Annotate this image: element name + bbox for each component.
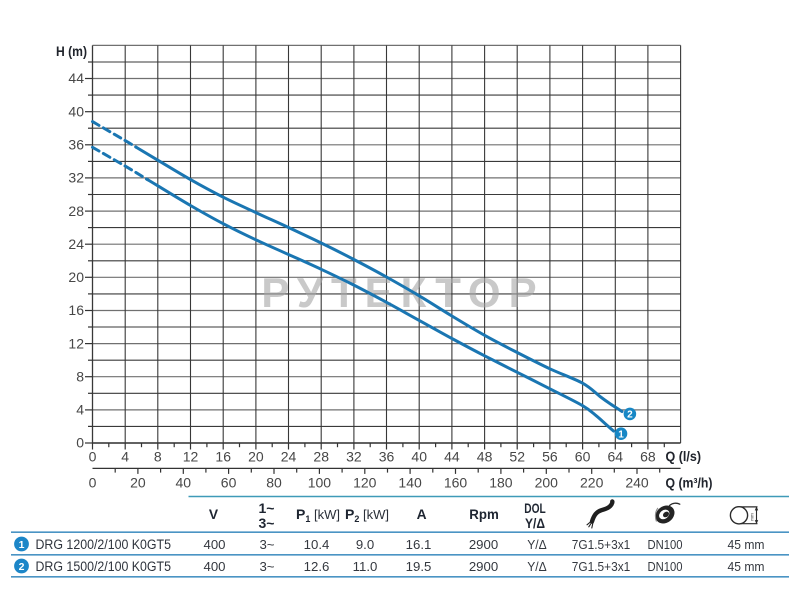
- svg-text:20: 20: [248, 448, 264, 464]
- svg-text:64: 64: [608, 448, 624, 464]
- svg-text:16: 16: [68, 302, 84, 318]
- svg-text:16: 16: [215, 448, 231, 464]
- svg-text:48: 48: [477, 448, 493, 464]
- svg-text:Rpm: Rpm: [469, 507, 499, 522]
- svg-text:28: 28: [68, 203, 84, 219]
- svg-text:52: 52: [509, 448, 525, 464]
- svg-text:140: 140: [398, 474, 422, 490]
- svg-text:32: 32: [68, 170, 84, 186]
- svg-text:180: 180: [489, 474, 513, 490]
- svg-text:12: 12: [68, 335, 84, 351]
- svg-text:20: 20: [130, 474, 146, 490]
- svg-text:mm: mm: [750, 513, 755, 521]
- svg-text:28: 28: [313, 448, 329, 464]
- svg-text:Q (m³/h): Q (m³/h): [666, 475, 713, 490]
- svg-text:36: 36: [379, 448, 395, 464]
- svg-text:Y/Δ: Y/Δ: [527, 537, 547, 552]
- svg-text:220: 220: [580, 474, 604, 490]
- svg-text:1: 1: [618, 429, 624, 440]
- svg-text:DOL: DOL: [524, 501, 546, 516]
- svg-text:68: 68: [640, 448, 656, 464]
- svg-text:DRG 1500/2/100 K0GT5: DRG 1500/2/100 K0GT5: [36, 559, 172, 574]
- svg-text:44: 44: [68, 70, 84, 86]
- svg-text:80: 80: [266, 474, 282, 490]
- svg-text:12.6: 12.6: [304, 559, 330, 574]
- svg-text:7G1.5+3x1: 7G1.5+3x1: [572, 559, 631, 574]
- svg-text:DN100: DN100: [648, 559, 683, 574]
- svg-text:24: 24: [68, 236, 84, 252]
- svg-text:P2 [kW]: P2 [kW]: [345, 506, 389, 524]
- svg-text:Y/Δ: Y/Δ: [525, 516, 545, 531]
- svg-text:0: 0: [89, 474, 97, 490]
- svg-text:4: 4: [121, 448, 129, 464]
- svg-text:2: 2: [627, 410, 633, 421]
- svg-text:20: 20: [68, 269, 84, 285]
- svg-text:DRG 1200/2/100 K0GT5: DRG 1200/2/100 K0GT5: [36, 537, 172, 552]
- svg-text:2900: 2900: [469, 559, 498, 574]
- svg-text:100: 100: [308, 474, 332, 490]
- svg-text:7G1.5+3x1: 7G1.5+3x1: [572, 537, 631, 552]
- svg-text:8: 8: [154, 448, 162, 464]
- svg-text:10.4: 10.4: [304, 537, 330, 552]
- svg-text:3~: 3~: [259, 515, 275, 531]
- svg-text:0: 0: [89, 448, 97, 464]
- svg-text:9.0: 9.0: [356, 537, 374, 552]
- svg-text:4: 4: [76, 402, 84, 418]
- svg-text:32: 32: [346, 448, 362, 464]
- svg-text:60: 60: [575, 448, 591, 464]
- svg-text:V: V: [209, 507, 219, 522]
- svg-text:160: 160: [444, 474, 468, 490]
- svg-text:12: 12: [183, 448, 199, 464]
- svg-text:19.5: 19.5: [406, 559, 432, 574]
- svg-text:2: 2: [19, 561, 25, 573]
- svg-text:120: 120: [353, 474, 377, 490]
- svg-text:44: 44: [444, 448, 460, 464]
- svg-text:2900: 2900: [469, 537, 498, 552]
- svg-text:400: 400: [203, 559, 225, 574]
- svg-text:A: A: [417, 507, 427, 522]
- svg-text:45 mm: 45 mm: [728, 537, 765, 552]
- svg-text:24: 24: [281, 448, 297, 464]
- svg-text:1~: 1~: [259, 500, 275, 516]
- svg-text:40: 40: [68, 103, 84, 119]
- svg-text:60: 60: [221, 474, 237, 490]
- svg-text:Y/Δ: Y/Δ: [527, 559, 547, 574]
- svg-text:240: 240: [625, 474, 649, 490]
- svg-text:P1 [kW]: P1 [kW]: [296, 506, 340, 524]
- svg-text:40: 40: [176, 474, 192, 490]
- svg-text:Q (l/s): Q (l/s): [666, 449, 702, 464]
- svg-text:H (m): H (m): [56, 44, 87, 59]
- svg-text:0: 0: [76, 435, 84, 451]
- svg-text:РУТЕКТОР: РУТЕКТОР: [261, 269, 544, 316]
- svg-text:11.0: 11.0: [353, 559, 378, 574]
- svg-text:400: 400: [203, 537, 225, 552]
- svg-text:8: 8: [76, 368, 84, 384]
- svg-text:56: 56: [542, 448, 558, 464]
- svg-text:40: 40: [411, 448, 427, 464]
- svg-text:3~: 3~: [259, 537, 274, 552]
- svg-text:3~: 3~: [259, 559, 274, 574]
- svg-text:200: 200: [535, 474, 559, 490]
- svg-text:1: 1: [19, 539, 25, 551]
- svg-text:36: 36: [68, 137, 84, 153]
- svg-text:45 mm: 45 mm: [728, 559, 765, 574]
- svg-text:16.1: 16.1: [406, 537, 432, 552]
- svg-text:DN100: DN100: [648, 537, 683, 552]
